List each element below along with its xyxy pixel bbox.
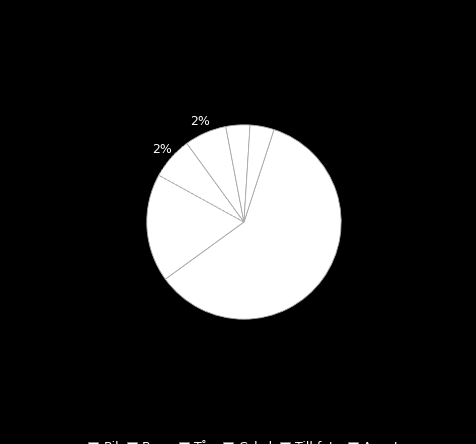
Wedge shape xyxy=(159,143,244,222)
Wedge shape xyxy=(165,130,341,319)
Text: 2%: 2% xyxy=(190,115,210,128)
Wedge shape xyxy=(226,125,250,222)
Wedge shape xyxy=(147,175,244,279)
Wedge shape xyxy=(244,125,274,222)
Text: 2%: 2% xyxy=(152,143,171,156)
Legend: Bil, Buss, Tåg, Cykel, Till fots, Annat: Bil, Buss, Tåg, Cykel, Till fots, Annat xyxy=(83,435,405,444)
Wedge shape xyxy=(187,127,244,222)
